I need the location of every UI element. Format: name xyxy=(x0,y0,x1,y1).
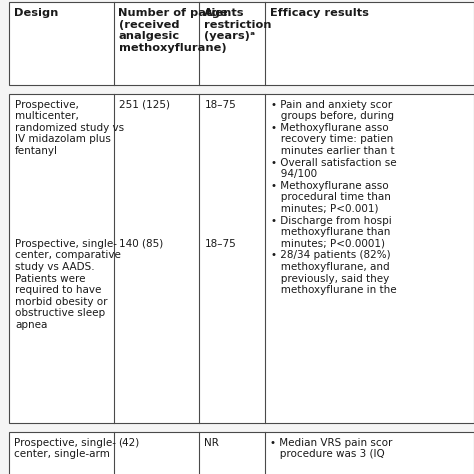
Text: NR: NR xyxy=(204,438,219,447)
Bar xyxy=(9,94,474,423)
Text: • Pain and anxiety scor
   groups before, during
• Methoxyflurane asso
   recove: • Pain and anxiety scor groups before, d… xyxy=(271,100,397,295)
Text: 18–75: 18–75 xyxy=(205,239,237,249)
Bar xyxy=(9,2,474,85)
Text: Age
restriction
(years)ᵃ: Age restriction (years)ᵃ xyxy=(204,8,271,41)
Text: (42): (42) xyxy=(118,438,140,447)
Text: Prospective, single-
center, single-arm: Prospective, single- center, single-arm xyxy=(14,438,116,459)
Text: Prospective,
multicenter,
randomized study vs
IV midazolam plus
fentanyl: Prospective, multicenter, randomized stu… xyxy=(15,100,124,156)
Text: Number of patients
(received
analgesic
methoxyflurane): Number of patients (received analgesic m… xyxy=(118,8,244,53)
Text: Prospective, single-
center, comparative
study vs AADS.
Patients were
required t: Prospective, single- center, comparative… xyxy=(15,239,121,330)
Text: 140 (85): 140 (85) xyxy=(119,239,164,249)
Text: • Median VRS pain scor
   procedure was 3 (IQ: • Median VRS pain scor procedure was 3 (… xyxy=(270,438,392,459)
Text: Efficacy results: Efficacy results xyxy=(270,8,369,18)
Text: Design: Design xyxy=(14,8,59,18)
Text: 18–75: 18–75 xyxy=(205,100,237,109)
Bar xyxy=(9,432,474,474)
Text: 251 (125): 251 (125) xyxy=(119,100,171,109)
